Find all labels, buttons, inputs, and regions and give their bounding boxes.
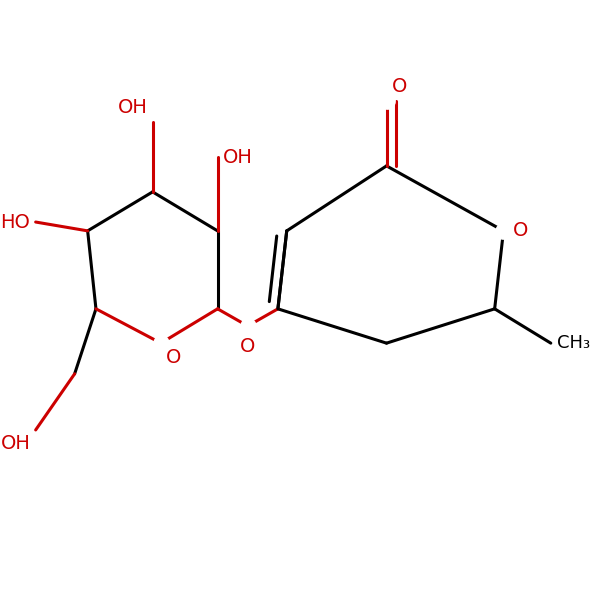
Text: OH: OH: [118, 98, 148, 117]
Text: CH₃: CH₃: [557, 334, 590, 352]
Text: O: O: [240, 337, 256, 356]
Text: O: O: [392, 77, 407, 96]
Text: O: O: [166, 349, 182, 367]
Text: OH: OH: [223, 148, 253, 167]
Text: OH: OH: [1, 434, 31, 453]
Text: HO: HO: [1, 212, 31, 232]
Text: O: O: [513, 221, 528, 241]
